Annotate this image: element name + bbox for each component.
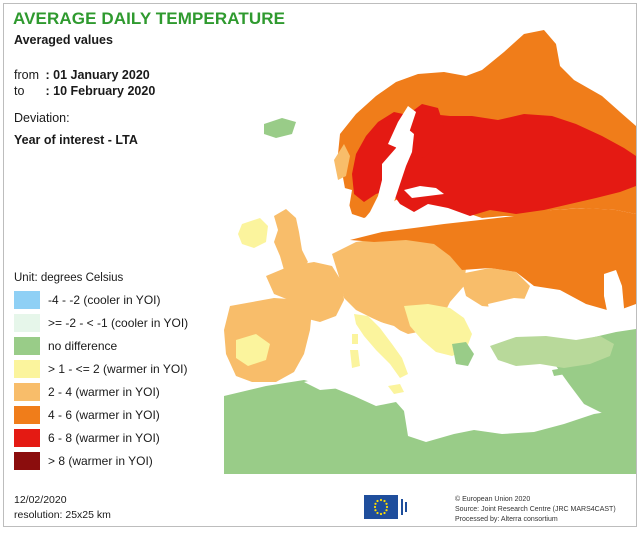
black-sea-coast-land bbox=[460, 268, 530, 308]
adriatic-sea bbox=[380, 322, 422, 360]
baltic-sea bbox=[360, 124, 414, 232]
to-label: to bbox=[14, 84, 25, 98]
iceland-island bbox=[264, 118, 296, 138]
britain-land bbox=[274, 209, 308, 270]
map-title: AVERAGE DAILY TEMPERATURE bbox=[13, 9, 286, 28]
legend-swatch bbox=[14, 428, 40, 447]
legend-item: > 1 - <= 2 (warmer in YOI) bbox=[14, 358, 188, 381]
legend-label: > 8 (warmer in YOI) bbox=[48, 453, 153, 468]
legend-swatch bbox=[14, 405, 40, 424]
corsica-island bbox=[352, 334, 358, 344]
legend: -4 - -2 (cooler in YOI) >= -2 - < -1 (coo… bbox=[14, 289, 188, 472]
sicily-island bbox=[388, 384, 404, 394]
deviation-value: Year of interest - LTA bbox=[14, 133, 138, 147]
legend-item: no difference bbox=[14, 335, 188, 358]
turkey-land bbox=[490, 336, 614, 368]
credit-line: Source: Joint Research Centre (JRC MARS4… bbox=[455, 506, 616, 513]
legend-swatch bbox=[14, 291, 40, 310]
balkans-land bbox=[404, 304, 472, 356]
credit-line: Processed by: Alterra consortium bbox=[455, 516, 558, 523]
legend-swatch bbox=[14, 383, 40, 401]
gulf-of-finland bbox=[404, 186, 444, 198]
legend-item: > 8 (warmer in YOI) bbox=[14, 449, 188, 472]
legend-label: 4 - 6 (warmer in YOI) bbox=[48, 407, 160, 422]
temperature-deviation-map bbox=[224, 30, 636, 474]
resolution: resolution: 25x25 km bbox=[14, 509, 111, 521]
from-label: from bbox=[14, 68, 39, 82]
legend-label: 6 - 8 (warmer in YOI) bbox=[48, 430, 160, 445]
legend-item: 4 - 6 (warmer in YOI) bbox=[14, 403, 188, 426]
issue-date: 12/02/2020 bbox=[14, 494, 67, 506]
eastern-europe-land bbox=[350, 208, 636, 312]
legend-label: no difference bbox=[48, 339, 118, 354]
legend-item: 2 - 4 (warmer in YOI) bbox=[14, 381, 188, 404]
legend-swatch bbox=[14, 337, 40, 356]
legend-unit: Unit: degrees Celsius bbox=[14, 272, 124, 284]
legend-swatch bbox=[14, 314, 40, 333]
legend-item: >= -2 - < -1 (cooler in YOI) bbox=[14, 312, 188, 335]
spain-warm-patch bbox=[236, 334, 270, 366]
sardinia-island bbox=[350, 350, 360, 368]
legend-label: 2 - 4 (warmer in YOI) bbox=[48, 385, 160, 399]
deviation-label: Deviation: bbox=[14, 111, 70, 125]
italy-land bbox=[354, 314, 408, 378]
map-panel: AVERAGE DAILY TEMPERATURE Averaged value… bbox=[3, 3, 637, 527]
credits: © European Union 2020 Source: Joint Resea… bbox=[455, 495, 616, 525]
period-to: to : 10 February 2020 bbox=[14, 84, 155, 98]
credit-line: © European Union 2020 bbox=[455, 496, 531, 503]
commission-mark-icon bbox=[401, 499, 407, 515]
caspian-sea bbox=[604, 270, 624, 324]
map-subtitle: Averaged values bbox=[14, 33, 113, 47]
norway-coast-patch bbox=[334, 144, 350, 180]
north-africa-land bbox=[224, 380, 636, 474]
to-value: : 10 February 2020 bbox=[45, 84, 156, 98]
france-land bbox=[266, 262, 344, 322]
mediterranean-sea bbox=[304, 362, 556, 424]
legend-label: -4 - -2 (cooler in YOI) bbox=[48, 293, 161, 308]
legend-label: > 1 - <= 2 (warmer in YOI) bbox=[48, 362, 188, 377]
legend-label: >= -2 - < -1 (cooler in YOI) bbox=[48, 316, 189, 331]
greece-patch bbox=[452, 342, 474, 366]
legend-swatch bbox=[14, 451, 40, 470]
legend-swatch bbox=[14, 360, 40, 379]
period-from: from : 01 January 2020 bbox=[14, 68, 150, 82]
from-value: : 01 January 2020 bbox=[45, 68, 150, 82]
north-sea bbox=[300, 184, 352, 254]
eu-flag-icon bbox=[364, 495, 398, 519]
black-sea bbox=[488, 298, 556, 330]
gulf-of-bothnia bbox=[388, 106, 416, 150]
eu-logo bbox=[364, 494, 414, 520]
ireland-land bbox=[238, 218, 268, 248]
legend-item: 6 - 8 (warmer in YOI) bbox=[14, 426, 188, 449]
cyprus-island bbox=[552, 368, 566, 376]
legend-item: -4 - -2 (cooler in YOI) bbox=[14, 289, 188, 312]
